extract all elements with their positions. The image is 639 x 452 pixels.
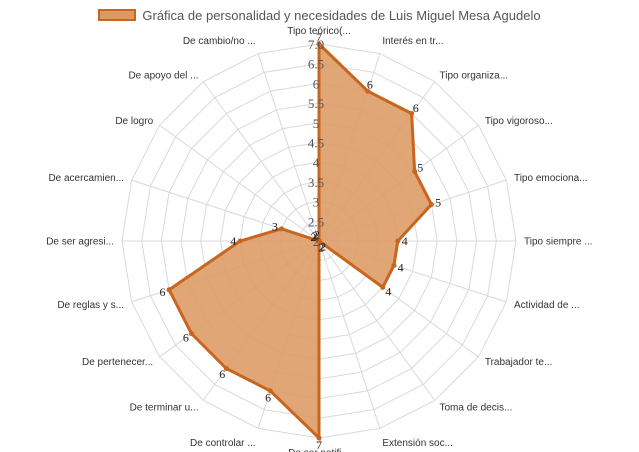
data-label: 4: [230, 234, 236, 248]
category-label: De pertenecer...: [82, 357, 153, 368]
tick-label: 6: [313, 76, 320, 91]
category-label: Toma de decis...: [439, 402, 512, 413]
tick-label: 5: [313, 116, 320, 131]
category-label: De apoyo del ...: [128, 71, 198, 82]
category-label: Interés en tr...: [382, 36, 443, 47]
data-point[interactable]: [409, 110, 415, 116]
data-label: 4: [385, 284, 391, 298]
data-point[interactable]: [316, 435, 322, 441]
grid-spoke: [257, 53, 320, 242]
data-label: 3: [272, 220, 278, 234]
tick-label: 3: [313, 195, 320, 210]
data-point[interactable]: [267, 388, 273, 394]
data-label: 6: [183, 331, 189, 345]
data-point[interactable]: [380, 284, 386, 290]
category-label: De controlar ...: [190, 438, 256, 449]
category-label: Extensión soc...: [382, 438, 453, 449]
data-label: 2: [310, 230, 316, 244]
data-label: 6: [219, 367, 225, 381]
data-point[interactable]: [223, 366, 229, 372]
data-point[interactable]: [391, 262, 397, 268]
tick-label: 2.5: [308, 214, 324, 229]
data-point[interactable]: [412, 169, 418, 175]
data-point[interactable]: [237, 238, 243, 244]
legend-swatch: [98, 9, 137, 21]
category-label: De reglas y s...: [57, 300, 124, 311]
data-point[interactable]: [188, 331, 194, 337]
category-label: Tipo vigoroso...: [485, 116, 553, 127]
category-label: Tipo emociona...: [514, 173, 588, 184]
grid-spoke: [159, 124, 320, 242]
data-label: 6: [367, 77, 373, 91]
data-point[interactable]: [279, 226, 285, 232]
data-label: 5: [417, 160, 423, 174]
tick-label: 5.5: [308, 96, 324, 111]
category-label: Tipo organiza...: [439, 71, 508, 82]
data-point[interactable]: [395, 238, 401, 244]
category-label: Trabajador te...: [485, 357, 552, 368]
category-label: Actividad de ...: [514, 300, 580, 311]
data-label: 2: [318, 241, 324, 255]
data-point[interactable]: [166, 287, 172, 293]
data-label: 7: [316, 30, 322, 44]
data-area: [167, 40, 434, 442]
category-label: De acercamien...: [48, 173, 124, 184]
tick-label: 4.5: [308, 136, 324, 151]
grid-spoke: [318, 240, 381, 429]
category-label: Tipo teórico(...: [287, 26, 351, 37]
category-label: Tipo siempre ...: [524, 237, 593, 248]
data-label: 6: [159, 285, 165, 299]
grid-spoke: [318, 240, 436, 401]
data-label: 4: [402, 234, 408, 248]
data-label: 6: [265, 391, 271, 405]
tick-label: 2: [313, 234, 320, 249]
grid-spoke: [202, 81, 320, 242]
category-label: De cambio/no ...: [183, 36, 256, 47]
tick-label: 4: [313, 155, 320, 170]
tick-label: 7.0: [308, 37, 324, 52]
data-point[interactable]: [365, 88, 371, 94]
legend-label: Gráfica de personalidad y necesidades de…: [142, 7, 541, 23]
data-label: 7: [316, 438, 322, 452]
category-label: De logro: [115, 116, 153, 127]
category-label: De ser notifi...: [288, 448, 350, 452]
tick-label: 6.5: [308, 57, 324, 72]
data-point[interactable]: [316, 41, 322, 47]
data-label: 2: [312, 228, 318, 242]
data-point[interactable]: [428, 201, 434, 207]
data-point[interactable]: [316, 238, 322, 244]
data-label: 2: [314, 227, 320, 241]
data-label: 6: [413, 101, 419, 115]
tick-label: 3.5: [308, 175, 324, 190]
category-label: De terminar u...: [130, 402, 199, 413]
data-label: 2: [320, 240, 326, 254]
category-label: De ser agresi...: [46, 237, 114, 248]
legend[interactable]: Gráfica de personalidad y necesidades de…: [0, 5, 639, 25]
data-label: 5: [435, 195, 441, 209]
data-label: 4: [398, 261, 404, 275]
